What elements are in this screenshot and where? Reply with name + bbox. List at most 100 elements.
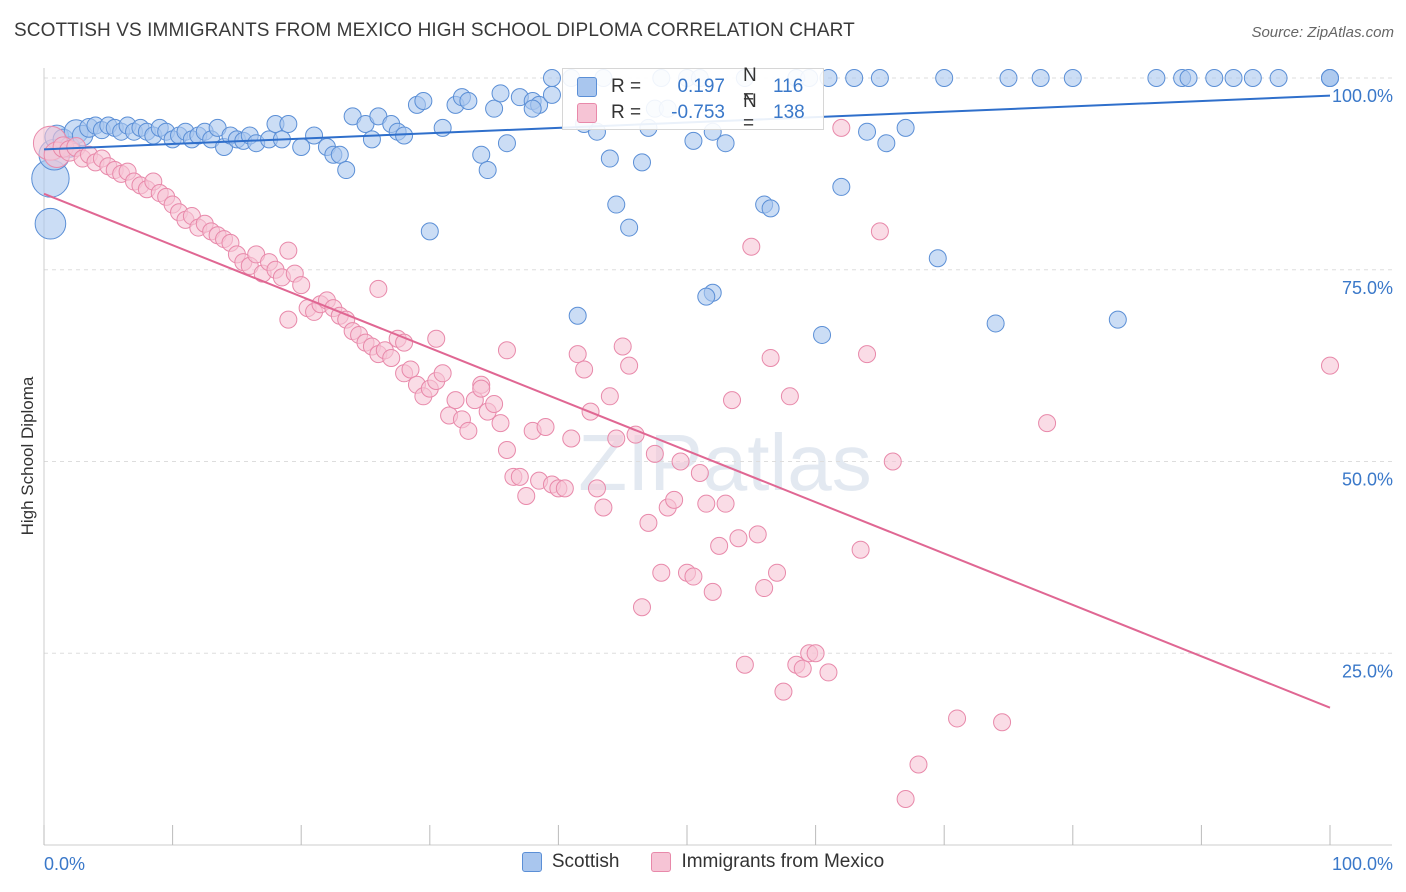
scottish-point [497, 134, 516, 153]
trend-lines [43, 94, 1331, 709]
legend-label-mexico: Immigrants from Mexico [681, 851, 885, 872]
mexico-point [909, 755, 928, 774]
mexico-point [684, 567, 703, 586]
scottish-points [31, 69, 1339, 344]
mexico-point [594, 498, 613, 517]
watermark: ZIPatlas [578, 418, 871, 507]
scottish-point [542, 69, 561, 87]
scottish-point [877, 134, 896, 153]
mexico-point [607, 429, 626, 448]
scottish-point [1031, 69, 1050, 87]
mexico-point [870, 222, 889, 241]
scottish-point [896, 118, 915, 137]
mexico-point [1321, 356, 1339, 375]
scottish-point [999, 69, 1018, 87]
scottish-point [485, 99, 504, 118]
mexico-point [632, 598, 651, 617]
mexico-point [645, 444, 664, 463]
mexico-point [600, 387, 619, 406]
x-tick-label-min: 0.0% [44, 854, 85, 874]
mexico-point [774, 682, 793, 701]
mexico-swatch [577, 103, 597, 123]
scottish-point [1179, 69, 1198, 87]
scottish-point [620, 218, 639, 237]
legend-item-mexico: Immigrants from Mexico [651, 851, 884, 873]
mexico-point [433, 364, 452, 383]
bottom-legend: Scottish Immigrants from Mexico [0, 851, 1406, 873]
scottish-point [459, 92, 478, 111]
n-value: 138 [773, 102, 805, 123]
scottish-point [420, 222, 439, 241]
mexico-point [536, 417, 555, 436]
scottish-point [1224, 69, 1243, 87]
mexico-point [587, 479, 606, 498]
scottish-point [813, 325, 832, 344]
mexico-point [279, 241, 298, 260]
mexico-point [369, 279, 388, 298]
r-label: R = [611, 102, 642, 123]
scottish-point [684, 131, 703, 150]
mexico-point [517, 487, 536, 506]
mexico-point [806, 644, 825, 663]
mexico-point [555, 479, 574, 498]
mexico-point [497, 440, 516, 459]
tick-labels: 25.0% 50.0% 75.0% 100.0% 0.0% 100.0% [44, 86, 1393, 874]
scottish-point [1108, 310, 1127, 329]
scottish-point [716, 134, 735, 153]
mexico-point [639, 513, 658, 532]
mexico-point [858, 345, 877, 364]
mexico-point [620, 356, 639, 375]
mexico-point [382, 348, 401, 367]
mexico-point [793, 659, 812, 678]
mexico-point [883, 452, 902, 471]
mexico-point [491, 414, 510, 433]
mexico-point [735, 655, 754, 674]
mexico-trend-line [43, 192, 1331, 709]
scottish-point [1063, 69, 1082, 87]
scottish-point [279, 115, 298, 134]
mexico-point [780, 387, 799, 406]
r-value: -0.753 [671, 102, 725, 123]
scottish-point [414, 92, 433, 111]
scottish-point [870, 69, 889, 87]
mexico-point [761, 348, 780, 367]
scottish-point [305, 126, 324, 145]
n-label: N = [743, 65, 757, 108]
mexico-point [497, 341, 516, 360]
mexico-point [279, 310, 298, 329]
scottish-point [523, 99, 542, 118]
mexico-point [427, 329, 446, 348]
scottish-swatch [577, 77, 597, 97]
scottish-point [600, 149, 619, 168]
scottish-point [1205, 69, 1224, 87]
scottish-point [1147, 69, 1166, 87]
mexico-point [446, 391, 465, 410]
mexico-point [485, 394, 504, 413]
mexico-point [729, 529, 748, 548]
mexico-point [716, 494, 735, 513]
mexico-points [32, 118, 1339, 808]
mexico-point [401, 360, 420, 379]
mexico-point [948, 709, 967, 728]
mexico-point [832, 118, 851, 137]
scottish-point [986, 314, 1005, 333]
scottish-point [632, 153, 651, 172]
y-tick-label: 75.0% [1342, 278, 1393, 298]
mexico-point [703, 582, 722, 601]
mexico-point [652, 563, 671, 582]
mexico-point [1038, 414, 1057, 433]
mexico-point [613, 337, 632, 356]
stats-row-mexico: R = -0.753 N = 138 [577, 91, 805, 134]
mexico-point [575, 360, 594, 379]
scottish-point [330, 145, 349, 164]
mexico-point [459, 421, 478, 440]
scottish-point [337, 161, 356, 180]
scottish-point [34, 207, 67, 240]
x-tick-label-max: 100.0% [1332, 854, 1393, 874]
scottish-point [472, 145, 491, 164]
y-tick-label: 50.0% [1342, 470, 1393, 490]
mexico-point [768, 563, 787, 582]
axes [43, 68, 1392, 846]
mexico-point [993, 713, 1012, 732]
